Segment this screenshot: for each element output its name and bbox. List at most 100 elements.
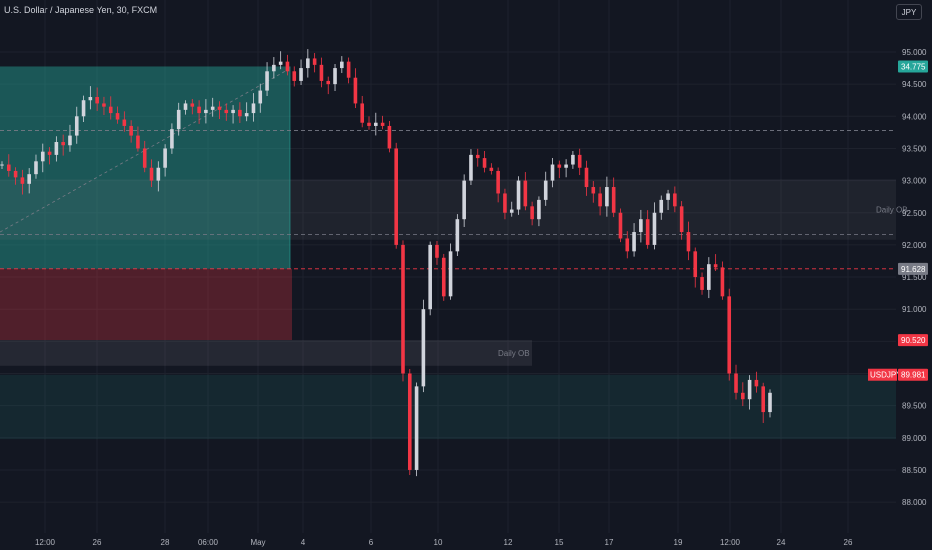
price-tag-bg (898, 334, 928, 347)
candle-body (639, 219, 643, 233)
candle-body (163, 148, 167, 168)
candle-body (741, 392, 745, 400)
candle-body (115, 113, 120, 120)
candle-body (278, 61, 283, 65)
candle-body (530, 206, 534, 220)
candle-body (319, 64, 324, 81)
candle-body (47, 151, 52, 155)
candle-body (469, 154, 473, 181)
chart-title: U.S. Dollar / Japanese Yen, 30, FXCM (4, 5, 158, 15)
candle-body (197, 106, 201, 114)
candle-body (244, 113, 249, 117)
candle-body (292, 71, 297, 81)
candle-body (645, 219, 650, 245)
candle-body (258, 90, 263, 104)
candle-body (238, 109, 242, 117)
candle-body (333, 68, 337, 85)
price-tag-bg (898, 262, 928, 275)
candle-body (360, 103, 365, 123)
candle-body (374, 122, 378, 126)
candle-body (61, 142, 65, 146)
candle-body (605, 187, 609, 207)
zone-label: Daily OB (876, 206, 908, 215)
candle-body (768, 392, 772, 413)
y-tick-label: 94.500 (902, 80, 927, 89)
candle-body (523, 180, 528, 207)
candle-body (88, 97, 93, 101)
candle-body (618, 212, 623, 239)
zone-daily-ob (0, 340, 532, 366)
candle-body (503, 193, 507, 213)
candle-body (686, 232, 691, 252)
zone-darkteal (0, 374, 896, 440)
candle-body (340, 61, 344, 69)
candle-body (13, 170, 18, 178)
x-tick-label: May (250, 538, 265, 547)
price-tag: 90.520 (901, 336, 926, 345)
candle-body (183, 103, 188, 110)
candle-body (414, 386, 419, 470)
candle-body (482, 158, 487, 168)
candle-body (326, 80, 331, 85)
x-tick-label: 06:00 (198, 538, 219, 547)
y-tick-label: 89.500 (902, 402, 927, 411)
x-tick-label: 28 (161, 538, 170, 547)
candle-body (380, 122, 385, 126)
y-tick-label: 94.000 (902, 112, 927, 121)
candle-body (0, 164, 4, 166)
candle-body (224, 109, 229, 114)
candle-body (611, 187, 616, 213)
candle-body (74, 116, 79, 136)
candle-body (81, 100, 86, 117)
price-tag-bg (898, 368, 928, 381)
x-tick-label: 6 (369, 538, 374, 547)
candle-body (693, 251, 698, 278)
candle-body (353, 77, 358, 104)
candle-body (489, 167, 494, 171)
candle-body (122, 119, 127, 126)
candle-body (734, 373, 738, 393)
x-tick-label: 15 (555, 538, 564, 547)
candle-body (190, 103, 195, 107)
candle-body (571, 154, 575, 165)
candle-body (598, 193, 602, 207)
price-tag: 91.628 (901, 265, 926, 274)
candle-body (68, 135, 72, 146)
candle-body (462, 180, 466, 220)
candle-body (176, 109, 181, 130)
y-tick-label: 91.000 (902, 305, 927, 314)
x-tick-label: 10 (434, 538, 443, 547)
y-tick-label: 88.500 (902, 466, 927, 475)
candle-body (367, 122, 371, 126)
y-tick-label: 93.500 (902, 144, 927, 153)
y-tick-label: 95.000 (902, 48, 927, 57)
candle-body (285, 61, 290, 72)
candle-body (673, 193, 677, 207)
candle-body (210, 106, 215, 110)
y-tick-label: 89.000 (902, 434, 927, 443)
candle-body (441, 257, 446, 297)
candle-body (306, 58, 310, 69)
candle-body (299, 68, 303, 81)
x-tick-label: 17 (605, 538, 614, 547)
candle-body (496, 170, 500, 194)
candle-body (516, 180, 521, 210)
candle-body (679, 206, 684, 233)
candle-body (577, 154, 582, 168)
candle-body (102, 103, 106, 107)
candle-body (40, 151, 45, 162)
candle-body (550, 164, 555, 181)
x-tick-label: 26 (844, 538, 853, 547)
candle-body (543, 180, 548, 200)
candle-body (136, 135, 140, 149)
candle-body (557, 164, 562, 168)
candle-body (170, 129, 174, 149)
x-tick-label: 19 (674, 538, 683, 547)
currency-button[interactable]: JPY (896, 4, 922, 20)
candle-body (713, 264, 718, 268)
candle-body (448, 251, 453, 297)
candle-body (475, 154, 480, 159)
candle-body (34, 161, 38, 175)
candle-body (455, 219, 460, 252)
